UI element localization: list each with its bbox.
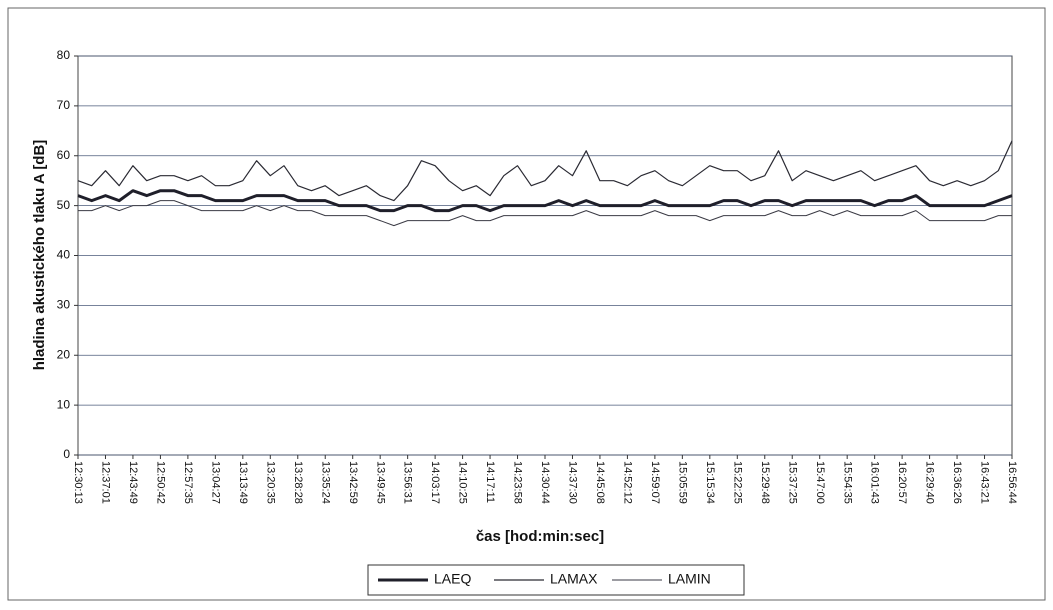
- x-tick-label: 14:03:17: [429, 461, 441, 504]
- y-tick-label: 80: [57, 48, 71, 62]
- y-tick-label: 50: [57, 198, 71, 212]
- x-tick-label: 16:20:57: [896, 461, 908, 504]
- x-tick-label: 14:45:08: [594, 461, 606, 504]
- x-tick-label: 14:17:11: [484, 461, 496, 503]
- x-tick-label: 14:23:58: [512, 461, 524, 504]
- legend-label: LAMIN: [668, 571, 711, 587]
- y-tick-label: 70: [57, 98, 71, 112]
- legend-label: LAMAX: [550, 571, 598, 587]
- x-tick-label: 15:22:25: [731, 461, 743, 504]
- x-tick-label: 14:37:30: [567, 461, 579, 504]
- x-tick-label: 15:47:00: [814, 461, 826, 504]
- x-tick-label: 12:57:35: [182, 461, 194, 504]
- x-tick-label: 14:52:12: [622, 461, 634, 504]
- x-tick-label: 15:05:59: [676, 461, 688, 504]
- x-tick-label: 13:13:49: [237, 461, 249, 504]
- x-tick-label: 14:59:07: [649, 461, 661, 504]
- x-tick-label: 15:54:35: [841, 461, 853, 504]
- y-tick-label: 60: [57, 148, 71, 162]
- x-tick-label: 16:36:26: [951, 461, 963, 504]
- x-tick-label: 16:56:44: [1006, 461, 1018, 504]
- y-tick-label: 30: [57, 298, 71, 312]
- x-tick-label: 14:10:25: [457, 461, 469, 504]
- y-tick-label: 10: [57, 397, 71, 411]
- x-tick-label: 13:20:35: [264, 461, 276, 504]
- x-tick-label: 15:37:25: [786, 461, 798, 504]
- x-axis-title: čas [hod:min:sec]: [476, 528, 604, 545]
- legend: [367, 564, 745, 596]
- x-tick-label: 12:43:49: [127, 461, 139, 504]
- y-tick-label: 20: [57, 347, 71, 361]
- series-line: [77, 189, 1013, 213]
- legend-label: LAEQ: [434, 571, 471, 587]
- x-tick-label: 13:42:59: [347, 461, 359, 504]
- x-tick-label: 13:49:45: [374, 461, 386, 504]
- x-tick-label: 15:15:34: [704, 461, 716, 504]
- x-tick-label: 13:35:24: [319, 461, 331, 504]
- x-tick-label: 16:43:21: [979, 461, 991, 504]
- y-axis-title: hladina akustického tlaku A [dB]: [31, 140, 48, 371]
- x-tick-label: 13:56:31: [402, 461, 414, 504]
- y-tick-label: 40: [57, 248, 71, 262]
- x-tick-label: 13:04:27: [209, 461, 221, 504]
- x-tick-label: 13:28:28: [292, 461, 304, 504]
- x-tick-label: 16:01:43: [869, 461, 881, 504]
- x-tick-label: 16:29:40: [924, 461, 936, 504]
- x-tick-label: 12:50:42: [155, 461, 167, 504]
- x-tick-label: 12:30:13: [72, 461, 84, 504]
- x-tick-label: 14:30:44: [539, 461, 551, 504]
- y-tick-label: 0: [63, 447, 70, 461]
- series-line: [77, 140, 1013, 202]
- series-line: [78, 200, 1012, 227]
- x-tick-label: 12:37:01: [100, 461, 112, 504]
- x-tick-label: 15:29:48: [759, 461, 771, 504]
